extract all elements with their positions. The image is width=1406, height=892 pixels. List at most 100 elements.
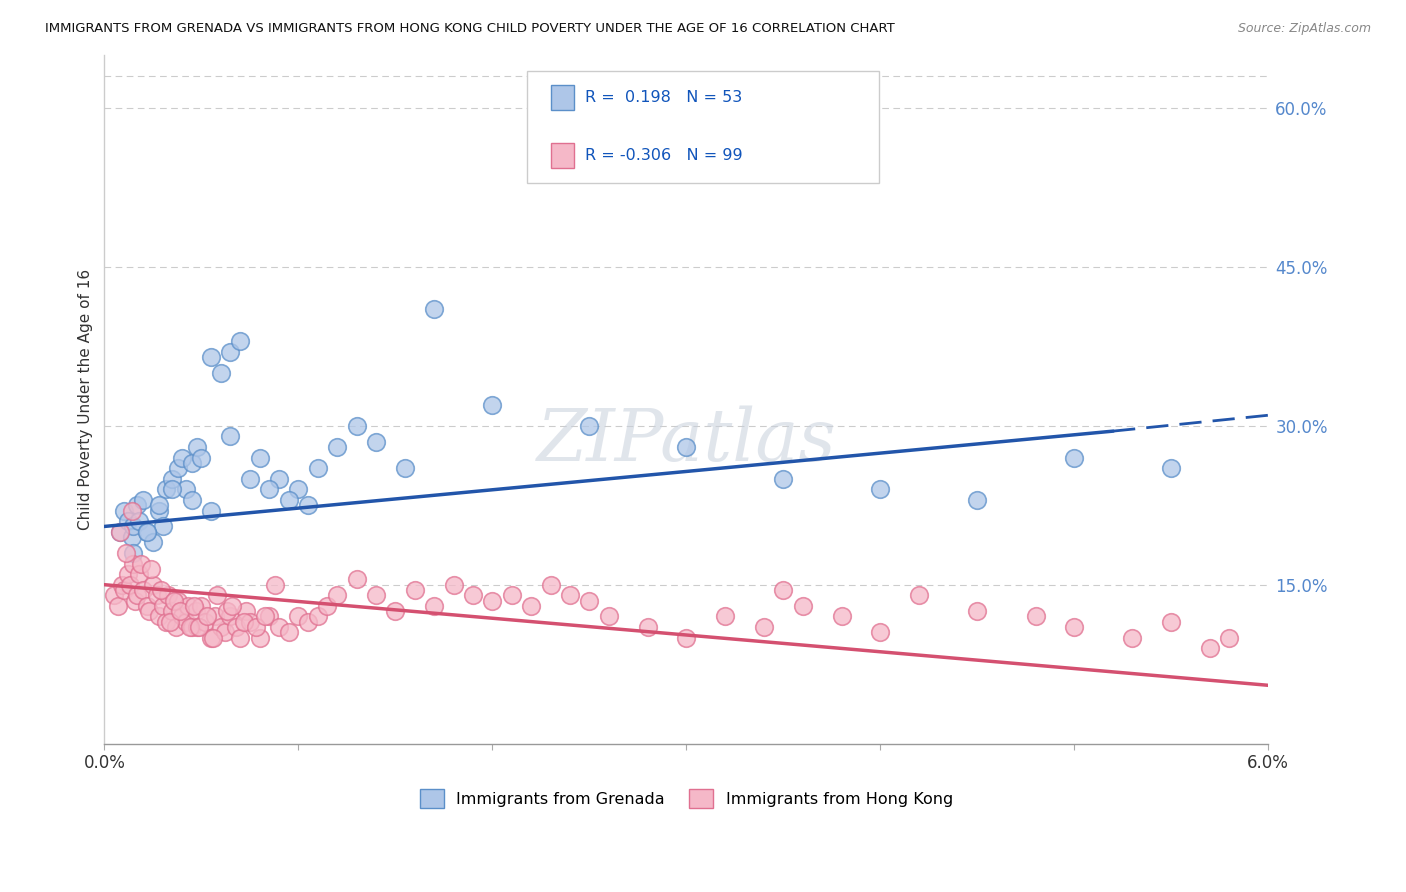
Point bbox=[117, 514, 139, 528]
Point bbox=[149, 582, 172, 597]
Point bbox=[148, 498, 170, 512]
Point bbox=[307, 461, 329, 475]
Point bbox=[122, 519, 145, 533]
Point bbox=[277, 492, 299, 507]
Point bbox=[194, 615, 217, 629]
Point bbox=[1199, 641, 1222, 656]
Point bbox=[287, 609, 309, 624]
Point bbox=[239, 615, 262, 629]
Point bbox=[117, 567, 139, 582]
Point bbox=[128, 514, 150, 528]
Point bbox=[169, 604, 191, 618]
Point bbox=[423, 599, 446, 613]
Point bbox=[259, 609, 281, 624]
Text: IMMIGRANTS FROM GRENADA VS IMMIGRANTS FROM HONG KONG CHILD POVERTY UNDER THE AGE: IMMIGRANTS FROM GRENADA VS IMMIGRANTS FR… bbox=[45, 22, 894, 36]
Y-axis label: Child Poverty Under the Age of 16: Child Poverty Under the Age of 16 bbox=[79, 268, 93, 530]
Point bbox=[297, 615, 319, 629]
Point bbox=[180, 456, 202, 470]
Point bbox=[316, 599, 339, 613]
Point bbox=[138, 604, 160, 618]
Point bbox=[108, 524, 131, 539]
Point bbox=[204, 609, 226, 624]
Point bbox=[1160, 461, 1182, 475]
Point bbox=[219, 344, 242, 359]
Point bbox=[254, 609, 277, 624]
Point bbox=[152, 599, 174, 613]
Point bbox=[481, 398, 503, 412]
Point bbox=[136, 599, 159, 613]
Text: R =  0.198   N = 53: R = 0.198 N = 53 bbox=[585, 90, 742, 104]
Point bbox=[772, 582, 794, 597]
Point bbox=[229, 334, 252, 348]
Point bbox=[326, 440, 349, 454]
Point bbox=[249, 450, 271, 465]
Point bbox=[155, 483, 177, 497]
Point bbox=[124, 593, 146, 607]
Point bbox=[122, 557, 145, 571]
Point bbox=[155, 615, 177, 629]
Point bbox=[221, 599, 243, 613]
Point bbox=[249, 631, 271, 645]
Point bbox=[127, 498, 149, 512]
Point bbox=[188, 620, 211, 634]
Point bbox=[423, 302, 446, 317]
Point bbox=[180, 492, 202, 507]
Text: R = -0.306   N = 99: R = -0.306 N = 99 bbox=[585, 148, 742, 162]
Point bbox=[165, 620, 187, 634]
Point bbox=[127, 588, 149, 602]
Point bbox=[297, 498, 319, 512]
Point bbox=[183, 599, 205, 613]
Point bbox=[501, 588, 523, 602]
Point bbox=[235, 604, 257, 618]
Point bbox=[792, 599, 814, 613]
Point bbox=[346, 418, 368, 433]
Point bbox=[103, 588, 125, 602]
Point bbox=[132, 492, 155, 507]
Point bbox=[264, 577, 287, 591]
Point bbox=[142, 577, 165, 591]
Point bbox=[159, 615, 181, 629]
Point bbox=[174, 483, 197, 497]
Point bbox=[152, 519, 174, 533]
Point bbox=[908, 588, 931, 602]
Point bbox=[1063, 620, 1085, 634]
Point bbox=[136, 524, 159, 539]
Text: ZIPatlas: ZIPatlas bbox=[537, 405, 837, 476]
Point bbox=[364, 588, 387, 602]
Point bbox=[259, 483, 281, 497]
Point bbox=[162, 483, 184, 497]
Point bbox=[167, 461, 190, 475]
Point bbox=[1024, 609, 1046, 624]
Point bbox=[142, 535, 165, 549]
Point bbox=[869, 625, 891, 640]
Point bbox=[1063, 450, 1085, 465]
Point bbox=[195, 609, 218, 624]
Point bbox=[209, 366, 232, 380]
Point bbox=[578, 593, 600, 607]
Point bbox=[752, 620, 775, 634]
Point bbox=[966, 492, 988, 507]
Point bbox=[148, 503, 170, 517]
Point bbox=[245, 620, 267, 634]
Point bbox=[180, 620, 202, 634]
Point bbox=[202, 631, 225, 645]
Point bbox=[114, 546, 136, 560]
Point bbox=[287, 483, 309, 497]
Point bbox=[394, 461, 416, 475]
Point bbox=[167, 593, 190, 607]
Point bbox=[186, 440, 208, 454]
Point bbox=[364, 434, 387, 449]
Point bbox=[637, 620, 659, 634]
Point bbox=[121, 503, 143, 517]
Point bbox=[122, 546, 145, 560]
Point bbox=[277, 625, 299, 640]
Point bbox=[675, 440, 697, 454]
Point bbox=[481, 593, 503, 607]
Point bbox=[190, 450, 212, 465]
Point bbox=[200, 503, 222, 517]
Point bbox=[520, 599, 543, 613]
Point bbox=[404, 582, 426, 597]
Point bbox=[184, 604, 207, 618]
Point bbox=[225, 620, 247, 634]
Point bbox=[714, 609, 737, 624]
